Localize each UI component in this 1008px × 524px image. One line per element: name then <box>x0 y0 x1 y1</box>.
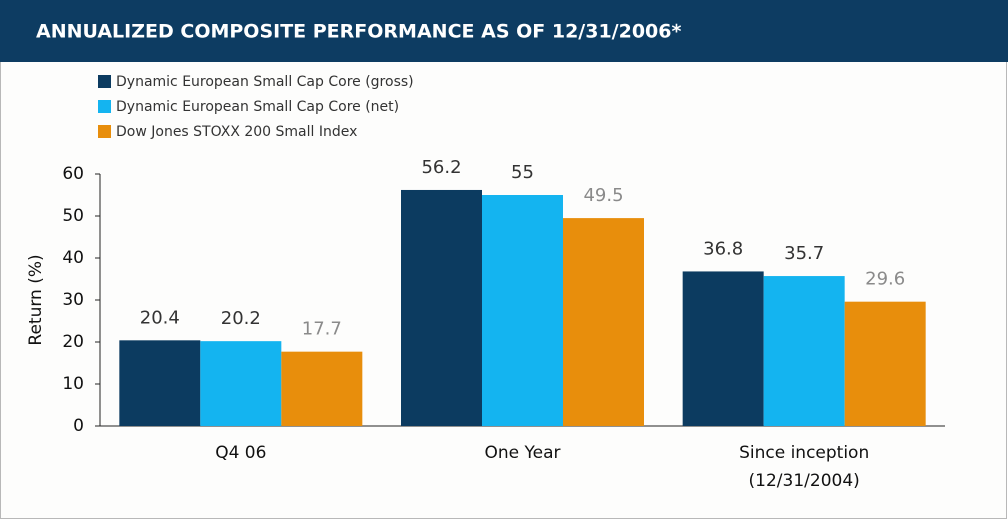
y-tick-label: 40 <box>62 248 84 268</box>
legend-label: Dynamic European Small Cap Core (gross) <box>116 74 414 90</box>
legend-label: Dynamic European Small Cap Core (net) <box>116 99 399 115</box>
header-bar <box>0 0 1008 62</box>
x-tick-label: Q4 06 <box>215 443 266 463</box>
value-label: 29.6 <box>865 269 905 290</box>
bar <box>563 218 644 426</box>
y-tick-label: 20 <box>62 332 84 352</box>
y-tick-label: 0 <box>73 416 84 436</box>
value-label: 17.7 <box>302 319 342 340</box>
value-label: 49.5 <box>583 185 623 206</box>
bar <box>682 271 764 426</box>
bar <box>200 341 282 426</box>
x-tick-label: Since inception (12/31/2004) <box>739 443 869 491</box>
legend-label: Dow Jones STOXX 200 Small Index <box>116 124 357 140</box>
value-label: 20.4 <box>140 307 180 328</box>
value-label: 55 <box>511 162 534 183</box>
value-label: 20.2 <box>221 308 261 329</box>
legend-swatch <box>98 125 111 138</box>
value-label: 35.7 <box>784 243 824 264</box>
y-axis-label: Return (%) <box>26 254 46 345</box>
bar <box>119 340 201 426</box>
y-tick-label: 10 <box>62 374 84 394</box>
legend-swatch <box>98 100 111 113</box>
legend-swatch <box>98 75 111 88</box>
bar <box>763 276 845 426</box>
y-tick-label: 50 <box>62 206 84 226</box>
value-label: 36.8 <box>703 238 743 259</box>
value-label: 56.2 <box>421 157 461 178</box>
bar <box>281 351 363 426</box>
bar <box>482 195 563 426</box>
y-tick-label: 30 <box>62 290 84 310</box>
x-tick-label: One Year <box>484 443 560 463</box>
bar <box>401 189 482 426</box>
y-tick-label: 60 <box>62 164 84 184</box>
bar <box>844 301 926 426</box>
chart-title: ANNUALIZED COMPOSITE PERFORMANCE AS OF 1… <box>36 21 681 43</box>
